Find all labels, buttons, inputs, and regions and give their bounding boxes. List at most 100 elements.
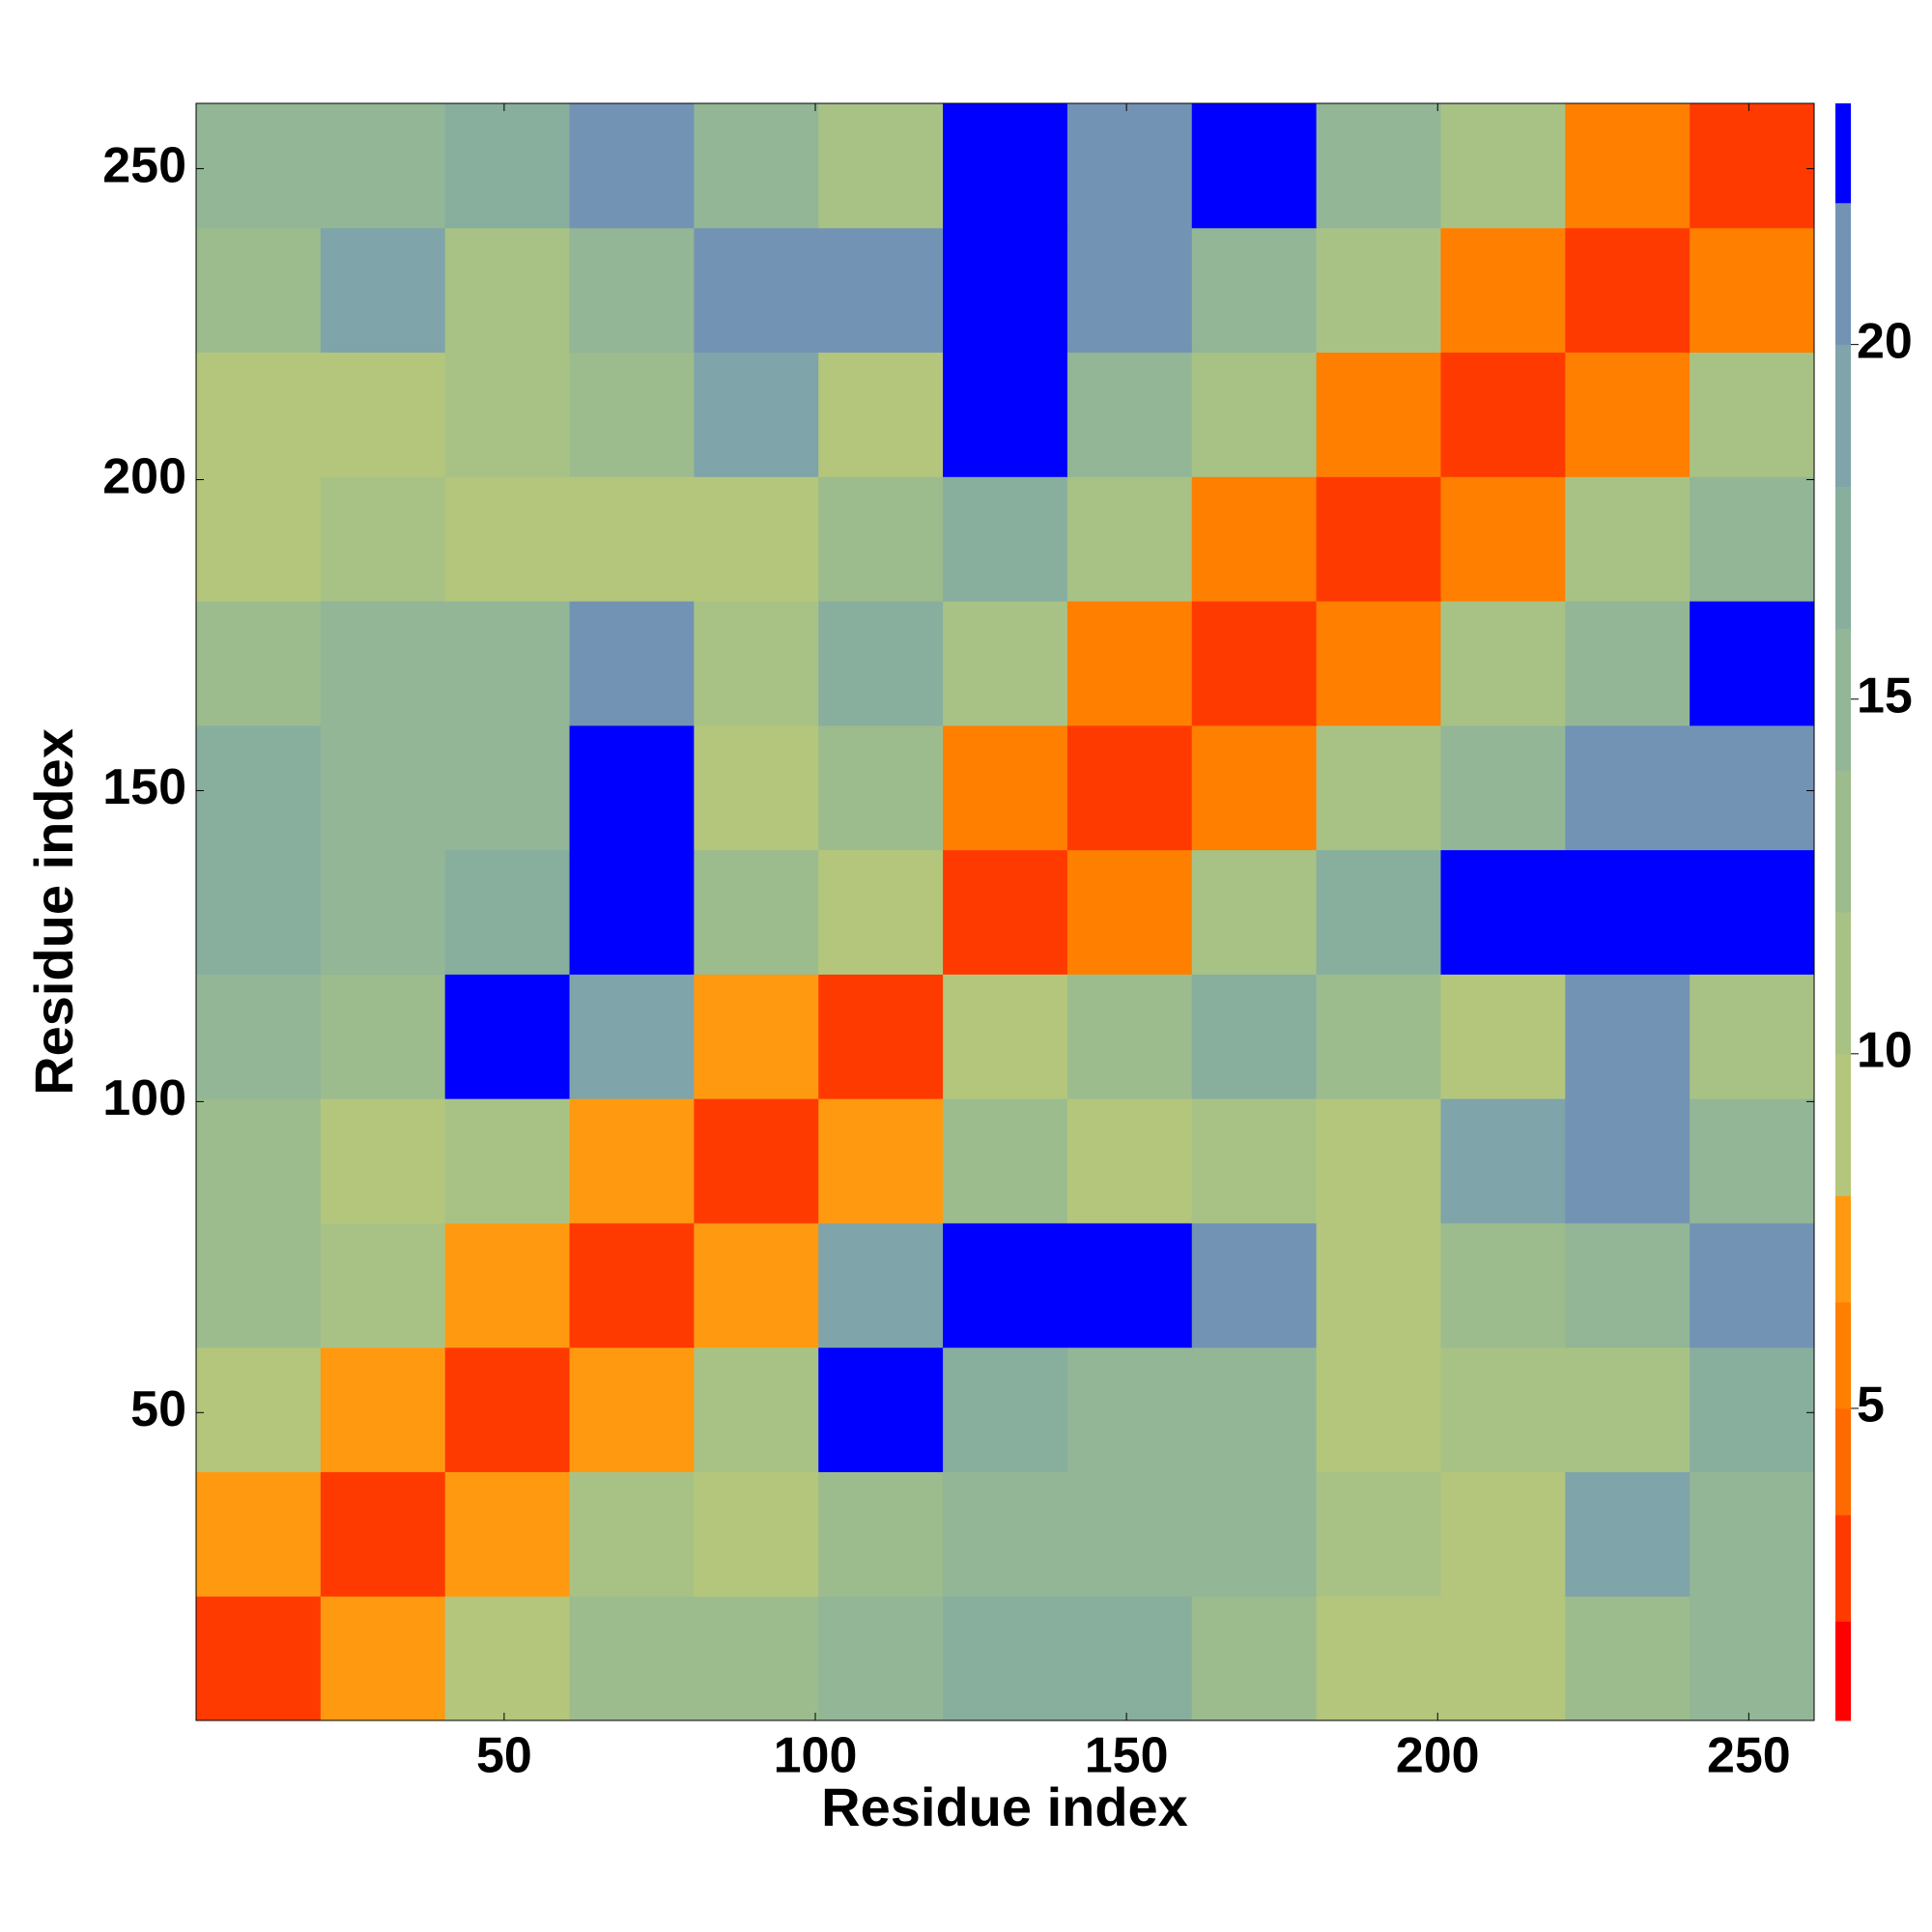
heatmap-cell: [694, 1471, 819, 1597]
heatmap-cell: [196, 103, 322, 229]
heatmap-cell: [818, 476, 944, 602]
y-tick-label: 250: [102, 137, 186, 193]
heatmap-cell: [818, 1596, 944, 1721]
x-tick-label: 50: [476, 1728, 532, 1784]
heatmap-cell: [1066, 352, 1193, 477]
heatmap-cell: [1316, 103, 1441, 229]
heatmap-cell: [1565, 724, 1690, 851]
heatmap-cell: [1440, 227, 1566, 354]
colorbar-segment: [1835, 1195, 1851, 1303]
heatmap-cell: [943, 724, 1068, 851]
heatmap-cell: [1191, 1222, 1318, 1349]
heatmap-cell: [1440, 724, 1566, 851]
heatmap-cell: [1191, 1098, 1318, 1224]
heatmap-cell: [943, 849, 1068, 975]
heatmap-cell: [569, 1098, 695, 1224]
heatmap-cell: [1440, 476, 1566, 602]
heatmap-cell: [444, 1222, 571, 1349]
heatmap-cell: [1066, 849, 1193, 975]
heatmap-cell: [1690, 849, 1815, 975]
y-tick-label: 150: [102, 759, 186, 815]
heatmap-cell: [444, 1098, 571, 1224]
heatmap-cell: [444, 227, 571, 354]
heatmap-cell: [320, 1471, 446, 1597]
x-tick-label: 250: [1707, 1728, 1791, 1784]
heatmap-cell: [943, 974, 1068, 1099]
heatmap-cell: [1440, 1347, 1566, 1472]
heatmap-cell: [943, 227, 1068, 354]
heatmap-cell: [444, 724, 571, 851]
heatmap-cell: [196, 1471, 322, 1597]
heatmap-cell: [694, 974, 819, 1099]
heatmap-cell: [1066, 1098, 1193, 1224]
heatmap-cell: [320, 1222, 446, 1349]
heatmap-cell: [1316, 476, 1441, 602]
heatmap-cell: [694, 103, 819, 229]
colorbar-segment: [1835, 1053, 1851, 1197]
heatmap-cell: [196, 1347, 322, 1472]
heatmap-cell: [444, 352, 571, 477]
heatmap-cell: [444, 476, 571, 602]
heatmap-cell: [1690, 1596, 1815, 1721]
heatmap-cell: [1316, 724, 1441, 851]
heatmap-cell: [444, 849, 571, 975]
heatmap-cell: [1191, 1347, 1318, 1472]
colorbar-tick-label: 10: [1857, 1023, 1913, 1079]
heatmap-cell: [1565, 1596, 1690, 1721]
heatmap-cell: [569, 352, 695, 477]
heatmap-cell: [1690, 1098, 1815, 1224]
y-tick-label: 100: [102, 1070, 186, 1126]
heatmap-cell: [1316, 1596, 1441, 1721]
y-axis-label: Residue index: [23, 728, 84, 1095]
heatmap-cell: [1316, 352, 1441, 477]
heatmap-cell: [1191, 227, 1318, 354]
heatmap-cell: [818, 103, 944, 229]
heatmap-cell: [1316, 601, 1441, 726]
heatmap-cell: [694, 227, 819, 354]
heatmap-cell: [1565, 1098, 1690, 1224]
heatmap-cell: [1191, 601, 1318, 726]
heatmap-cell: [196, 849, 322, 975]
heatmap-cell: [1565, 1471, 1690, 1597]
colorbar-segment: [1835, 1301, 1851, 1409]
x-tick-label: 200: [1396, 1728, 1480, 1784]
heatmap-cell: [943, 1098, 1068, 1224]
colorbar-tick-label: 15: [1857, 668, 1913, 724]
colorbar-segment: [1835, 344, 1851, 487]
heatmap-cell: [1440, 1596, 1566, 1721]
heatmap-cell: [1316, 227, 1441, 354]
heatmap-cell: [1440, 352, 1566, 477]
heatmap-cell: [1565, 103, 1690, 229]
heatmap-cell: [1191, 352, 1318, 477]
heatmap-cell: [444, 1347, 571, 1472]
colorbar-tick-label: 5: [1857, 1378, 1885, 1434]
heatmap-cell: [196, 476, 322, 602]
heatmap-cell: [694, 1098, 819, 1224]
heatmap-cell: [1690, 601, 1815, 726]
heatmap-cell: [1191, 103, 1318, 229]
heatmap-cell: [1690, 227, 1815, 354]
colorbar-segment: [1835, 1407, 1851, 1516]
heatmap-cell: [320, 724, 446, 851]
heatmap-cell: [569, 476, 695, 602]
heatmap-cell: [320, 476, 446, 602]
heatmap-cell: [1066, 476, 1193, 602]
colorbar-segment: [1835, 486, 1851, 629]
heatmap-cell: [818, 849, 944, 975]
heatmap-cell: [444, 1596, 571, 1721]
colorbar-segment: [1835, 103, 1851, 204]
heatmap-cell: [196, 352, 322, 477]
heatmap-cell: [320, 227, 446, 354]
heatmap-cell: [1316, 1347, 1441, 1472]
heatmap-cell: [320, 974, 446, 1099]
heatmap-cell: [569, 974, 695, 1099]
heatmap-cell: [1565, 849, 1690, 975]
heatmap-cell: [818, 724, 944, 851]
heatmap-cell: [1066, 601, 1193, 726]
heatmap-cell: [694, 352, 819, 477]
colorbar-segment: [1835, 628, 1851, 771]
heatmap-cell: [196, 724, 322, 851]
colorbar-segment: [1835, 912, 1851, 1055]
